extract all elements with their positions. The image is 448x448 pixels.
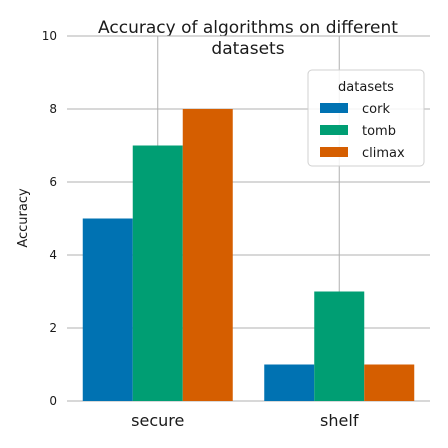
y-tick-label: 8 (49, 102, 57, 116)
x-tick-label: secure (131, 411, 184, 430)
legend-label-climax: climax (362, 146, 405, 161)
legend-label-cork: cork (362, 102, 390, 117)
bar-tomb-secure (132, 145, 183, 401)
y-tick-label: 2 (49, 321, 57, 335)
bar-cork-secure (82, 218, 133, 401)
x-tick-label: shelf (320, 411, 359, 430)
bar-climax-shelf (364, 364, 415, 401)
y-axis-label: Accuracy (16, 188, 31, 248)
y-tick-label: 6 (49, 175, 57, 189)
legend-swatch-tomb (320, 125, 348, 135)
y-tick-label: 0 (49, 394, 57, 408)
y-tick-label: 10 (42, 29, 57, 43)
bar-climax-secure (182, 109, 233, 401)
chart-title: Accuracy of algorithms on different data… (98, 18, 398, 59)
chart-title-line-2: datasets (211, 39, 284, 59)
y-axis-ticks: 0 2 4 6 8 10 (42, 29, 57, 408)
legend-box (307, 69, 425, 167)
legend-swatch-climax (320, 147, 348, 157)
legend-title: datasets (338, 80, 394, 95)
legend-swatch-cork (320, 103, 348, 113)
x-axis-ticks: secure shelf (131, 411, 359, 430)
y-tick-label: 4 (49, 248, 57, 262)
bar-cork-shelf (264, 364, 315, 401)
legend: datasets cork tomb climax (307, 69, 425, 167)
chart-title-line-1: Accuracy of algorithms on different (98, 18, 398, 38)
legend-label-tomb: tomb (362, 124, 396, 139)
bar-tomb-shelf (314, 291, 365, 401)
bars (82, 109, 415, 401)
